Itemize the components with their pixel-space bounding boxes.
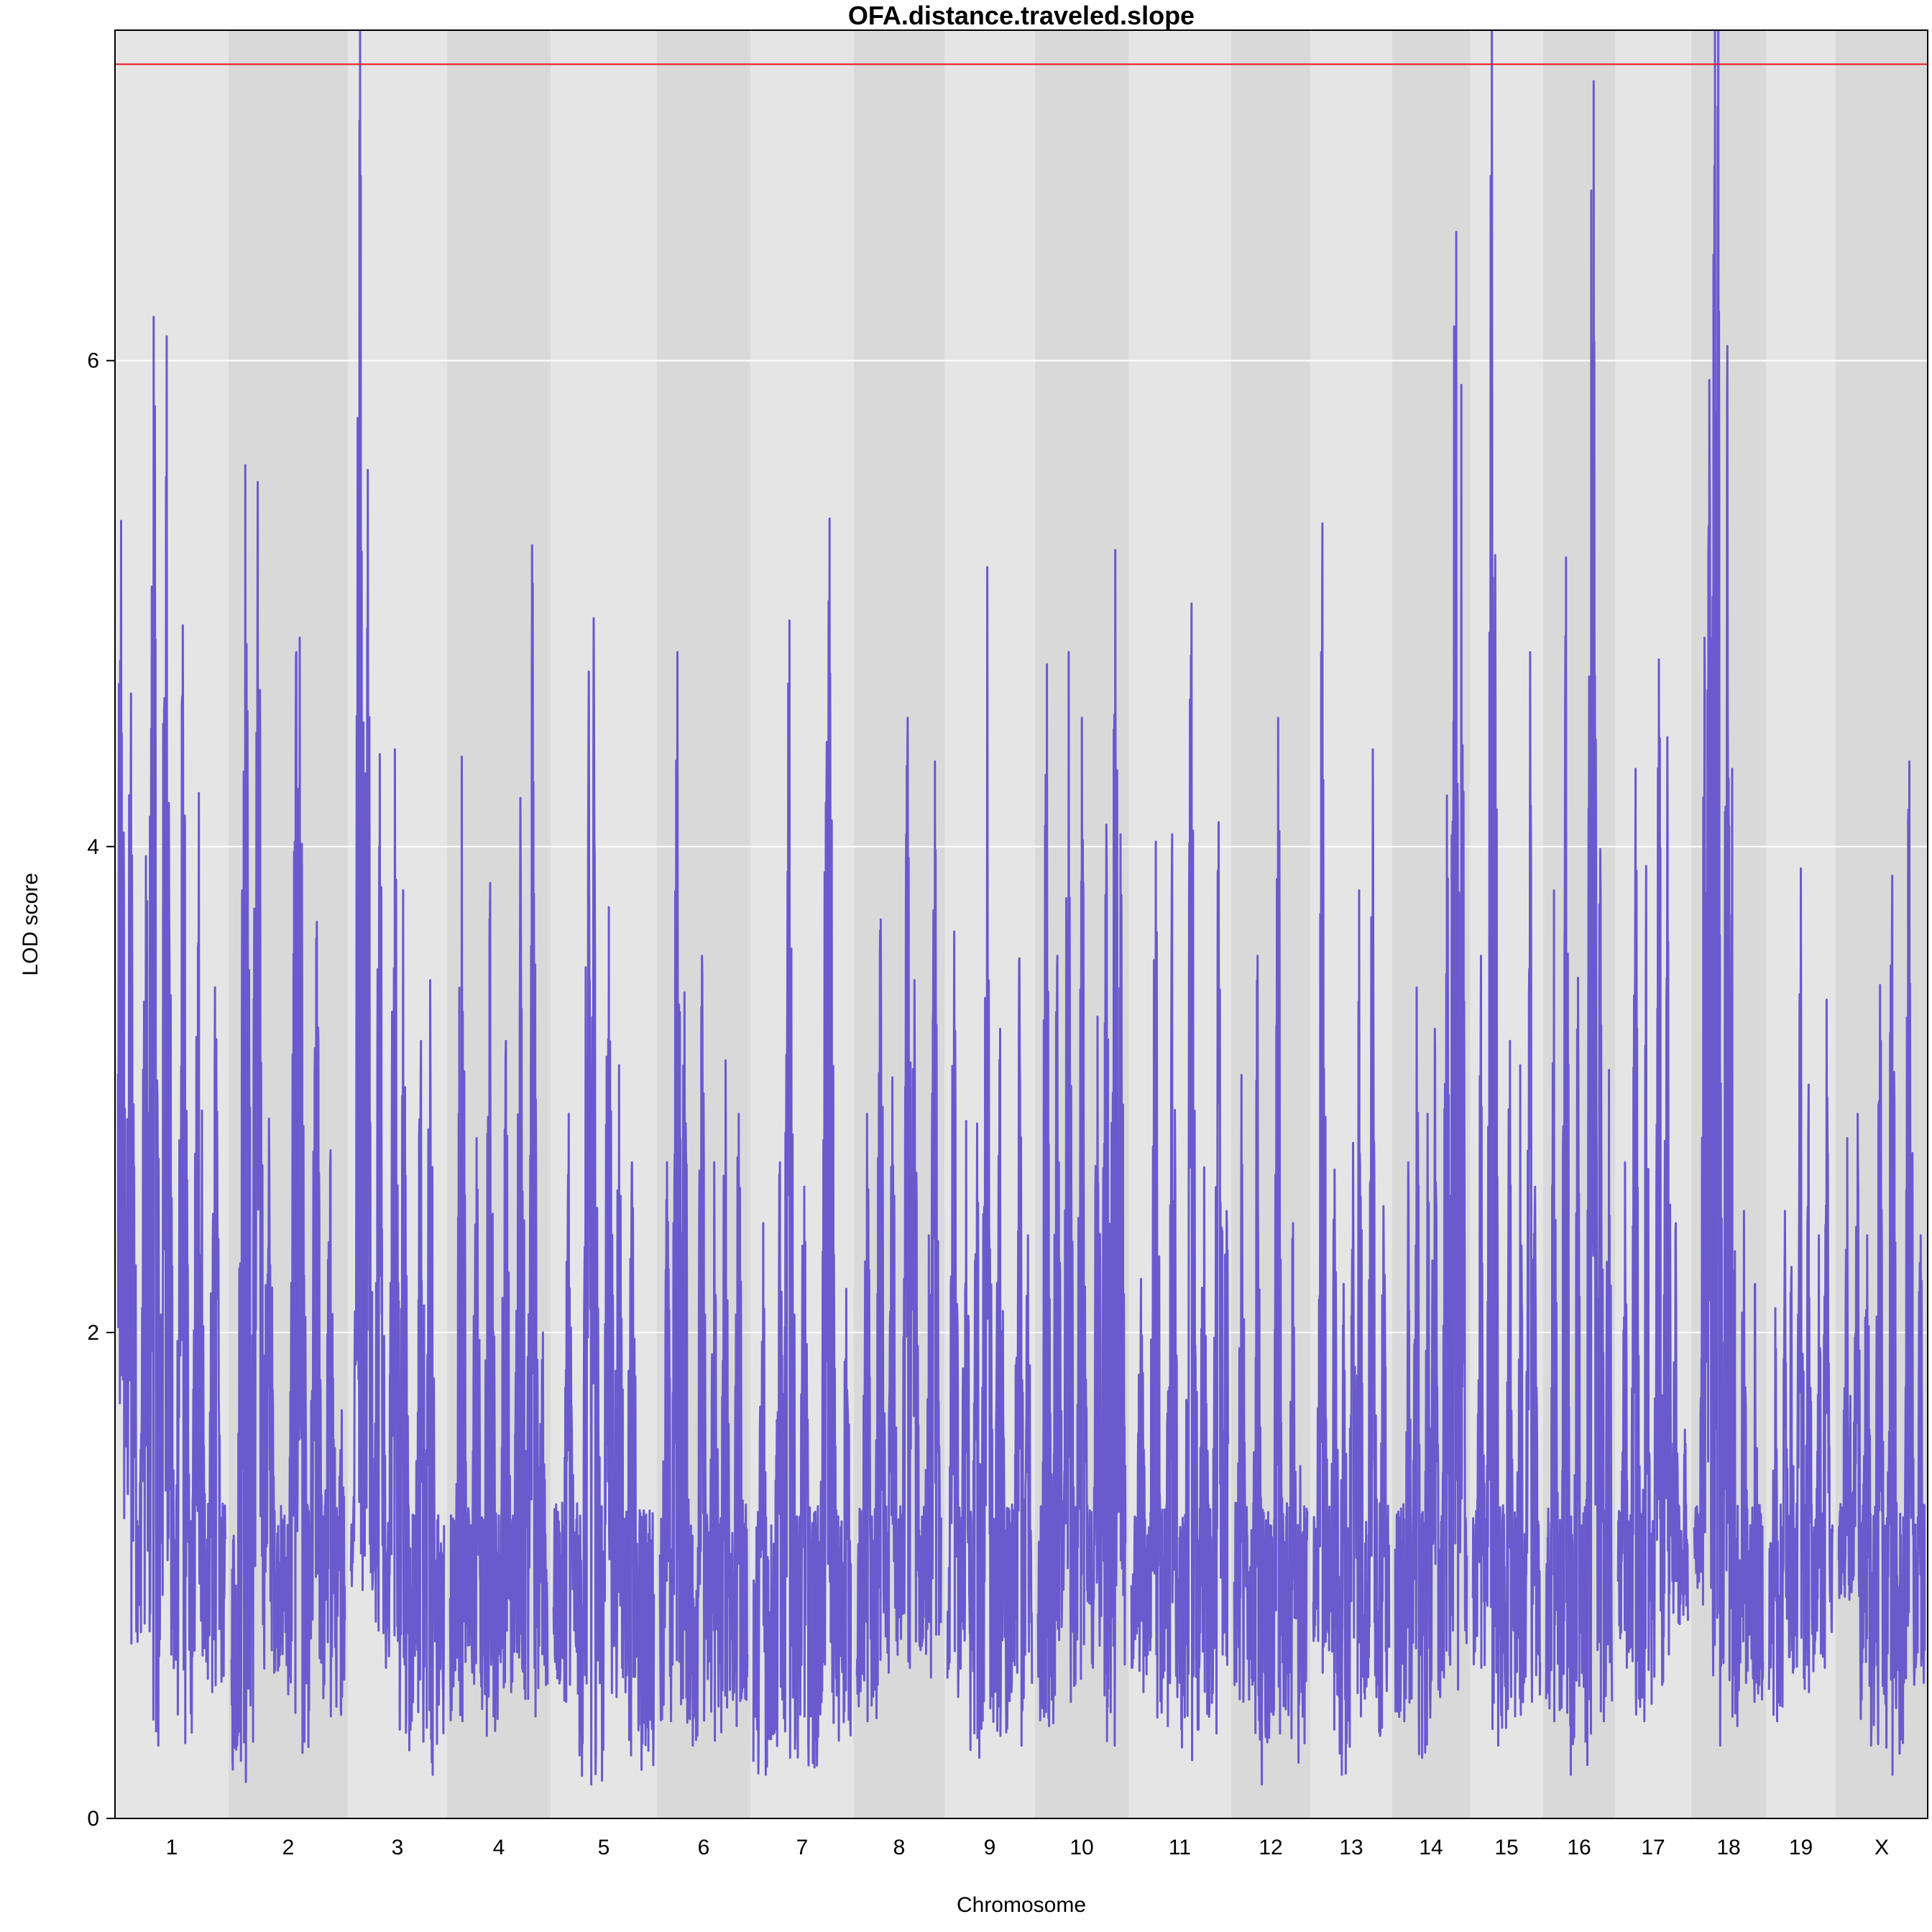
lod-line-chr-13 (1312, 522, 1391, 1776)
x-tick-label-X: X (1874, 1836, 1889, 1859)
lod-line-chr-2 (230, 464, 346, 1783)
x-tick-label-8: 8 (893, 1836, 906, 1859)
x-tick-label-4: 4 (493, 1836, 505, 1859)
lod-line-chr-14 (1394, 231, 1468, 1759)
y-axis-label: LOD score (19, 873, 42, 975)
lod-line-chr-18 (1693, 30, 1765, 1747)
x-tick-label-3: 3 (392, 1836, 404, 1859)
lod-line-chr-6 (658, 650, 749, 1747)
chart-title: OFA.distance.traveled.slope (848, 1, 1195, 30)
y-tick-label-6: 6 (87, 349, 99, 373)
x-tick-label-14: 14 (1419, 1836, 1443, 1859)
lod-line-chr-19 (1767, 867, 1834, 1723)
x-tick-label-6: 6 (698, 1836, 710, 1859)
y-tick-label-4: 4 (87, 835, 99, 859)
lod-line-chr-8 (855, 717, 943, 1723)
lod-series (116, 30, 1926, 1786)
x-tick-label-11: 11 (1169, 1836, 1191, 1859)
x-tick-label-2: 2 (282, 1836, 295, 1859)
y-axis-ticks: 0 2 4 6 (87, 349, 115, 1831)
y-tick-label-2: 2 (87, 1321, 99, 1345)
lod-line-chr-12 (1233, 717, 1309, 1786)
lod-line-chr-4 (448, 544, 549, 1737)
plot-frame (114, 29, 1928, 1819)
x-tick-label-17: 17 (1641, 1836, 1665, 1859)
lod-line-chr-11 (1130, 602, 1230, 1762)
lod-line-chr-15 (1471, 30, 1542, 1747)
lod-line-chr-10 (1036, 548, 1127, 1747)
x-tick-label-5: 5 (598, 1836, 610, 1859)
lod-line-chr-X (1837, 760, 1926, 1776)
x-tick-label-12: 12 (1259, 1836, 1282, 1859)
x-tick-label-7: 7 (796, 1836, 809, 1859)
lod-line-chr-9 (946, 566, 1034, 1759)
lod-line-chr-1 (116, 316, 227, 1747)
x-tick-label-13: 13 (1339, 1836, 1363, 1859)
lod-line-chr-5 (552, 617, 656, 1786)
lod-line-chr-16 (1545, 80, 1614, 1776)
x-tick-label-1: 1 (166, 1836, 178, 1859)
lod-line-chr-17 (1616, 658, 1690, 1723)
x-tick-label-10: 10 (1070, 1836, 1093, 1859)
x-tick-label-19: 19 (1789, 1836, 1813, 1859)
lod-line-chr-7 (752, 518, 852, 1776)
x-axis-label: Chromosome (957, 1893, 1086, 1917)
y-tick-label-0: 0 (87, 1807, 99, 1831)
x-axis-ticks: 1 2 3 4 5 6 7 8 9 10 11 12 13 14 15 16 17 18 19 X (166, 1836, 1889, 1859)
lod-line-chr-3 (349, 30, 446, 1776)
x-tick-label-15: 15 (1494, 1836, 1518, 1859)
x-tick-label-18: 18 (1716, 1836, 1740, 1859)
x-tick-label-16: 16 (1567, 1836, 1591, 1859)
x-tick-label-9: 9 (984, 1836, 996, 1859)
